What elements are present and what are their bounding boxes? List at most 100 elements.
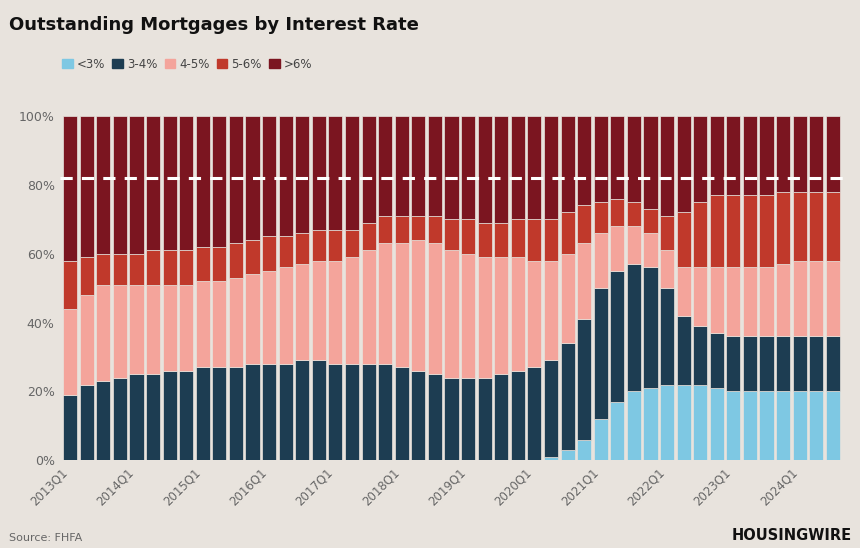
Bar xyxy=(378,243,392,364)
Bar xyxy=(361,250,376,364)
Bar xyxy=(611,198,624,226)
Bar xyxy=(593,202,608,233)
Bar xyxy=(593,116,608,202)
Bar xyxy=(627,391,641,460)
Bar xyxy=(445,219,458,250)
Bar xyxy=(494,222,508,257)
Bar xyxy=(245,364,260,460)
Bar xyxy=(743,195,757,267)
Bar xyxy=(727,116,740,195)
Bar xyxy=(295,116,310,233)
Bar xyxy=(710,116,724,195)
Bar xyxy=(279,267,292,364)
Bar xyxy=(395,367,408,460)
Bar xyxy=(477,116,492,222)
Bar xyxy=(611,226,624,271)
Bar xyxy=(146,374,160,460)
Bar xyxy=(345,116,359,230)
Bar xyxy=(461,219,475,254)
Bar xyxy=(793,116,807,192)
Bar xyxy=(113,284,127,378)
Bar xyxy=(196,281,210,367)
Bar xyxy=(212,281,226,367)
Bar xyxy=(96,254,110,284)
Bar xyxy=(660,116,674,216)
Bar xyxy=(411,240,426,371)
Bar xyxy=(361,364,376,460)
Bar xyxy=(677,316,691,385)
Bar xyxy=(361,116,376,222)
Bar xyxy=(295,361,310,460)
Bar xyxy=(710,267,724,333)
Bar xyxy=(776,336,790,391)
Bar xyxy=(329,116,342,230)
Bar xyxy=(196,116,210,247)
Bar xyxy=(361,222,376,250)
Bar xyxy=(179,284,194,371)
Bar xyxy=(445,378,458,460)
Bar xyxy=(593,233,608,288)
Bar xyxy=(146,116,160,250)
Bar xyxy=(262,271,276,364)
Bar xyxy=(63,395,77,460)
Bar xyxy=(593,288,608,419)
Bar xyxy=(743,116,757,195)
Bar xyxy=(245,240,260,275)
Bar xyxy=(129,284,144,374)
Bar xyxy=(312,260,326,361)
Bar xyxy=(63,309,77,395)
Bar xyxy=(660,385,674,460)
Bar xyxy=(627,226,641,264)
Bar xyxy=(279,364,292,460)
Text: HOUSINGWIRE: HOUSINGWIRE xyxy=(731,528,851,543)
Bar xyxy=(494,257,508,374)
Bar xyxy=(229,243,243,278)
Bar xyxy=(312,230,326,260)
Bar xyxy=(245,275,260,364)
Bar xyxy=(411,371,426,460)
Bar xyxy=(759,116,774,195)
Bar xyxy=(693,202,707,267)
Bar xyxy=(262,116,276,236)
Bar xyxy=(312,116,326,230)
Text: Outstanding Mortgages by Interest Rate: Outstanding Mortgages by Interest Rate xyxy=(9,16,419,35)
Bar xyxy=(809,260,823,336)
Bar xyxy=(643,233,658,267)
Bar xyxy=(428,116,442,216)
Bar xyxy=(63,260,77,309)
Bar xyxy=(660,250,674,288)
Bar xyxy=(163,371,176,460)
Bar xyxy=(527,116,542,219)
Bar xyxy=(96,284,110,381)
Bar xyxy=(461,116,475,219)
Bar xyxy=(693,116,707,202)
Bar xyxy=(544,457,558,460)
Bar xyxy=(611,116,624,198)
Bar xyxy=(279,116,292,236)
Bar xyxy=(129,116,144,254)
Bar xyxy=(212,116,226,247)
Legend: <3%, 3-4%, 4-5%, 5-6%, >6%: <3%, 3-4%, 4-5%, 5-6%, >6% xyxy=(62,58,312,71)
Bar xyxy=(80,257,94,295)
Bar xyxy=(759,391,774,460)
Bar xyxy=(743,267,757,336)
Bar xyxy=(776,391,790,460)
Bar xyxy=(544,361,558,457)
Bar xyxy=(96,116,110,254)
Bar xyxy=(63,116,77,260)
Bar xyxy=(561,116,574,212)
Bar xyxy=(411,116,426,216)
Bar xyxy=(179,371,194,460)
Bar xyxy=(643,209,658,233)
Bar xyxy=(395,243,408,367)
Bar xyxy=(826,116,840,192)
Bar xyxy=(262,236,276,271)
Bar xyxy=(395,216,408,243)
Bar xyxy=(759,267,774,336)
Bar xyxy=(776,264,790,336)
Bar xyxy=(295,233,310,264)
Bar xyxy=(113,116,127,254)
Bar xyxy=(378,116,392,216)
Bar xyxy=(295,264,310,361)
Bar xyxy=(561,254,574,343)
